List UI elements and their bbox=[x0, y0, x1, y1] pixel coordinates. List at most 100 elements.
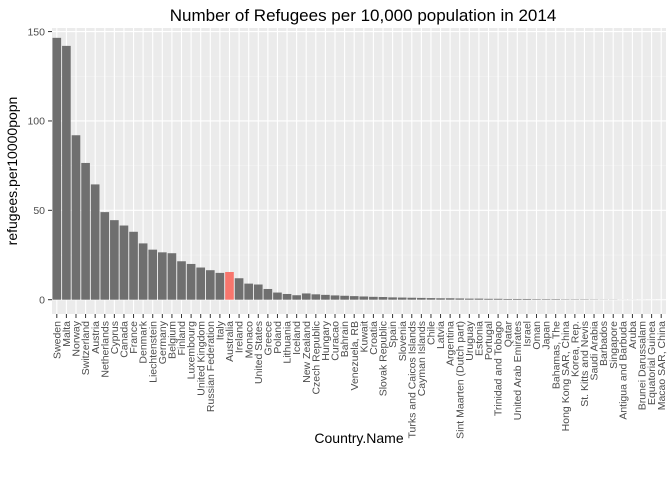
bar-cayman-islands bbox=[417, 297, 426, 300]
x-tick-label: Aruba bbox=[627, 321, 639, 349]
bar-luxembourg bbox=[186, 263, 196, 300]
x-tick-label: St. Kitts and Nevis bbox=[579, 321, 591, 407]
bar-poland bbox=[273, 292, 282, 300]
x-tick-label: Chile bbox=[426, 321, 438, 345]
x-tick-label: Canada bbox=[119, 321, 131, 358]
bar-russian-federation bbox=[205, 270, 215, 300]
x-tick-label: Turks and Caicos Islands bbox=[406, 321, 418, 439]
bar-sint-maarten-dutch-part bbox=[455, 298, 465, 300]
y-tick-label: 50 bbox=[33, 205, 45, 217]
x-tick-label: Japan bbox=[541, 321, 553, 350]
bar-cyprus bbox=[110, 220, 119, 300]
bar-monaco bbox=[244, 283, 253, 300]
x-tick-label: Macao SAR, China bbox=[656, 321, 668, 410]
bar-chile bbox=[426, 298, 436, 300]
x-tick-label: Barbados bbox=[598, 321, 610, 366]
y-tick-label: 100 bbox=[27, 116, 45, 128]
x-tick-label: Norway bbox=[71, 320, 83, 356]
x-tick-label: Iceland bbox=[291, 321, 303, 355]
x-tick-label: Sint Maarten (Dutch part) bbox=[454, 321, 466, 439]
x-tick-label: Russian Federation bbox=[205, 321, 217, 412]
x-axis: SwedenMaltaNorwaySwitzerlandAustriaNethe… bbox=[51, 314, 668, 439]
x-tick-label: Equatorial Guinea bbox=[646, 321, 658, 405]
bar-trinidad-and-tobago bbox=[493, 298, 503, 300]
bar-croatia bbox=[369, 296, 378, 300]
x-tick-label: Ireland bbox=[234, 321, 246, 353]
bar-uruguay bbox=[465, 298, 474, 300]
x-tick-label: Germany bbox=[157, 320, 169, 364]
bar-liechtenstein bbox=[148, 249, 158, 300]
bar-iceland bbox=[292, 295, 301, 300]
bar-japan bbox=[541, 299, 551, 300]
x-tick-label: Kuwait bbox=[358, 321, 370, 353]
bar-portugal bbox=[484, 298, 493, 300]
x-tick-label: Cyprus bbox=[109, 321, 121, 354]
x-tick-label: Trinidad and Tobago bbox=[493, 321, 505, 416]
x-tick-label: Czech Republic bbox=[310, 321, 322, 395]
bar-austria bbox=[90, 184, 100, 300]
x-tick-label: United Arab Emirates bbox=[512, 321, 524, 420]
bar-czech-republic bbox=[311, 294, 321, 300]
bar-sweden bbox=[52, 37, 62, 300]
x-tick-label: Austria bbox=[90, 321, 102, 354]
x-tick-label: Hungary bbox=[320, 320, 332, 360]
x-tick-label: Bahrain bbox=[339, 321, 351, 357]
bar-spain bbox=[388, 297, 397, 300]
y-tick-label: 0 bbox=[39, 294, 45, 306]
bar-lithuania bbox=[282, 293, 292, 300]
x-tick-label: Brunei Darussalam bbox=[637, 321, 649, 411]
bar-new-zealand bbox=[301, 293, 311, 300]
bars bbox=[52, 37, 666, 300]
x-tick-label: Argentina bbox=[445, 321, 457, 366]
bar-belgium bbox=[167, 253, 177, 300]
x-tick-label: Portugal bbox=[483, 321, 495, 360]
x-tick-label: Malta bbox=[61, 321, 73, 347]
bar-israel bbox=[522, 298, 532, 300]
bar-greece bbox=[263, 288, 273, 300]
bar-norway bbox=[71, 135, 81, 300]
bar-ireland bbox=[234, 278, 244, 300]
bar-bahrain bbox=[340, 295, 349, 300]
x-tick-label: Luxembourg bbox=[186, 321, 198, 380]
x-tick-label: Netherlands bbox=[99, 321, 111, 378]
x-tick-label: Sweden bbox=[51, 321, 63, 359]
x-tick-label: Qatar bbox=[502, 321, 514, 348]
bar-venezuela-rb bbox=[349, 296, 359, 300]
x-tick-label: Slovak Republic bbox=[378, 321, 390, 396]
x-tick-label: Spain bbox=[387, 321, 399, 348]
x-tick-label: New Zealand bbox=[301, 321, 313, 383]
bar-united-arab-emirates bbox=[512, 298, 522, 300]
x-tick-label: Cayman Islands bbox=[416, 321, 428, 396]
bar-oman bbox=[532, 299, 541, 300]
bar-argentina bbox=[445, 298, 455, 300]
x-tick-label: Switzerland bbox=[80, 321, 92, 375]
y-axis: 0 50 100 150 bbox=[27, 26, 52, 306]
x-tick-label: Venezuela, RB bbox=[349, 321, 361, 390]
x-tick-label: Liechtenstein bbox=[147, 321, 159, 383]
x-tick-label: Poland bbox=[272, 321, 284, 354]
x-tick-label: Uruguay bbox=[464, 320, 476, 360]
bar-malta bbox=[62, 45, 71, 300]
x-tick-label: Saudi Arabia bbox=[589, 321, 601, 381]
x-tick-label: Antigua and Barbuda bbox=[617, 321, 629, 420]
x-tick-label: Singapore bbox=[608, 321, 620, 369]
bar-australia bbox=[225, 271, 234, 300]
bar-hungary bbox=[321, 294, 330, 300]
x-tick-label: Australia bbox=[224, 321, 236, 362]
x-tick-label: Oman bbox=[531, 321, 543, 350]
x-tick-label: Denmark bbox=[138, 320, 150, 363]
bar-united-kingdom bbox=[196, 267, 206, 300]
bar-bahamas-the bbox=[551, 299, 560, 300]
bar-germany bbox=[158, 252, 167, 300]
bar-italy bbox=[215, 272, 225, 300]
x-tick-label: Estonia bbox=[474, 321, 486, 356]
x-tick-label: Israel bbox=[521, 321, 533, 347]
bar-qatar bbox=[503, 298, 513, 300]
bar-estonia bbox=[474, 298, 484, 300]
x-tick-label: Monaco bbox=[243, 321, 255, 359]
chart-title: Number of Refugees per 10,000 population… bbox=[170, 6, 557, 25]
bar-kuwait bbox=[359, 296, 369, 300]
bar-curacao bbox=[330, 295, 340, 300]
x-tick-label: France bbox=[128, 321, 140, 354]
